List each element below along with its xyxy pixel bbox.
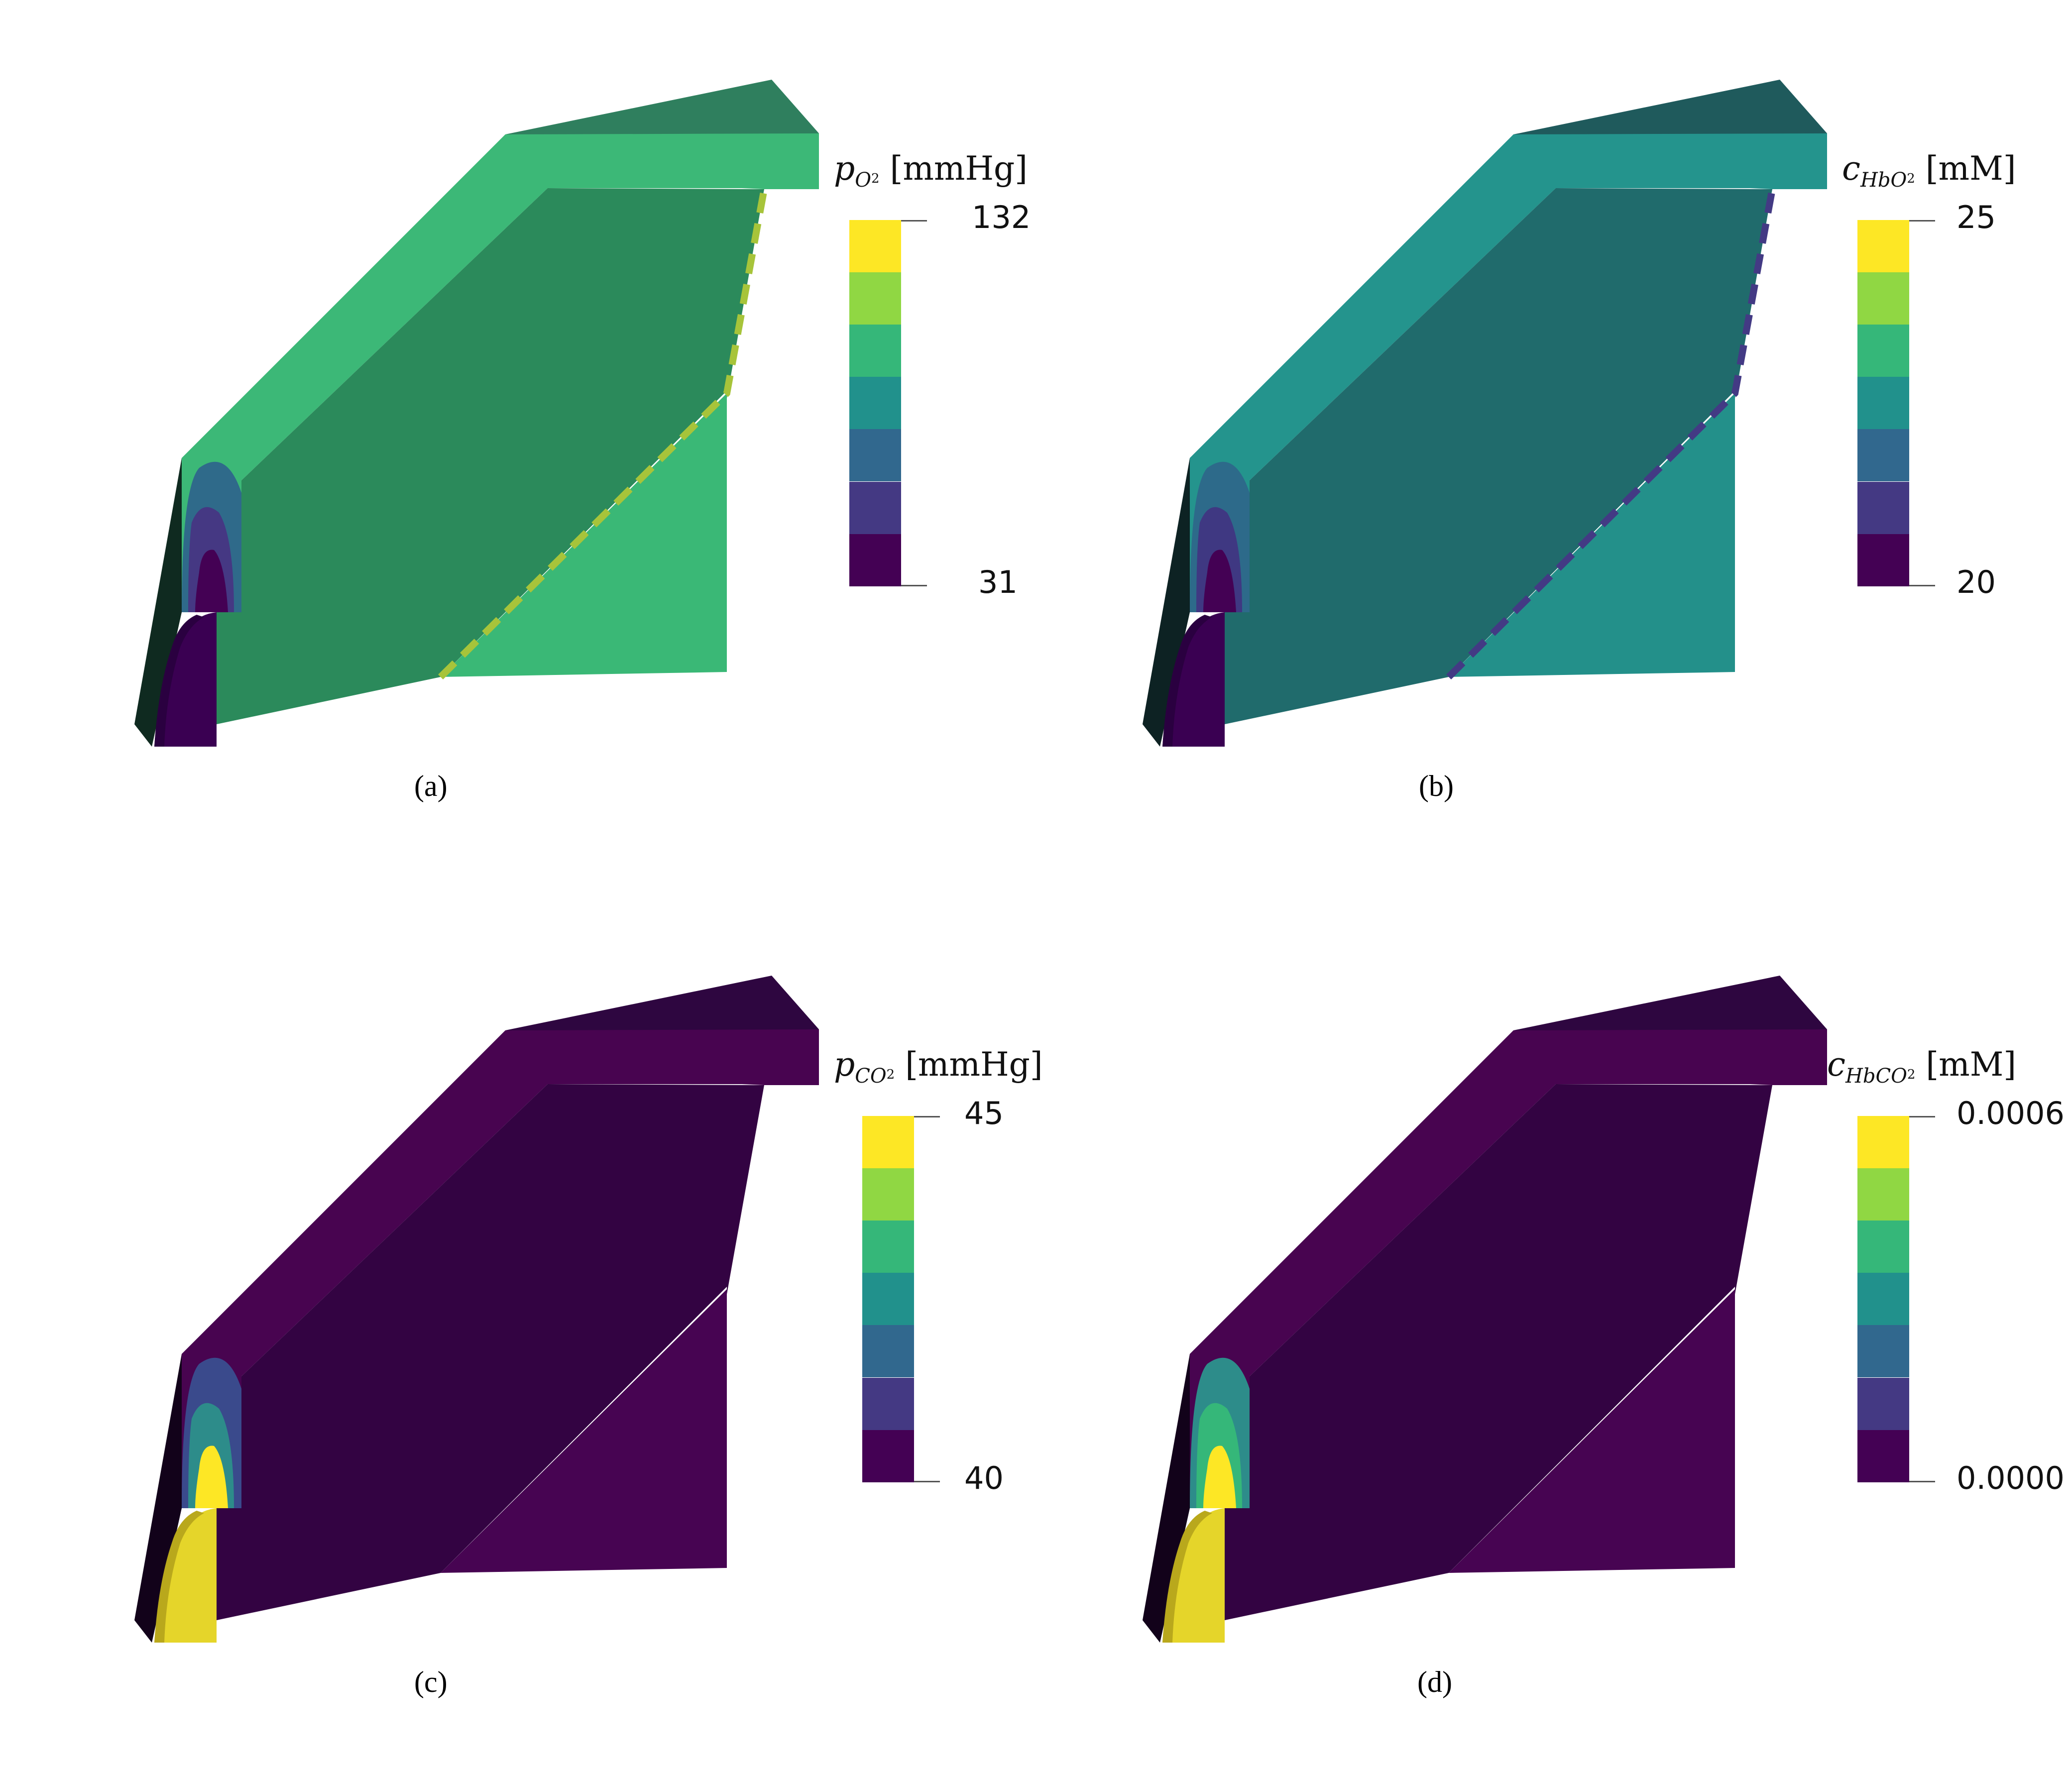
figure-panel-a: pO2 [mmHg] 132 31 (a) (0, 0, 1031, 846)
render-geometry-a (134, 80, 819, 747)
colorbar-band (1857, 1325, 1909, 1378)
tube-shade (154, 1511, 204, 1643)
caption-a: (a) (414, 770, 448, 802)
tube (1162, 612, 1225, 747)
colorbar-band (849, 325, 901, 377)
colorbar-title-a: pO2 [mmHg] (834, 149, 1028, 192)
colorbar-a (849, 220, 901, 586)
render-geometry-b (1143, 80, 1827, 747)
outer-rim (1190, 133, 1827, 612)
outer-rim (182, 1029, 819, 1508)
colorbar-max-label-a: 132 (972, 199, 1031, 235)
colorbar-band (1857, 1377, 1909, 1430)
colorbar-tick-max-a (901, 220, 927, 222)
colorbar-tick-max-d (1909, 1116, 1935, 1117)
colorbar-min-label-c: 40 (964, 1460, 1004, 1496)
colorbar-band (1857, 534, 1909, 586)
colorbar-band (849, 534, 901, 586)
lower-plate (1449, 1289, 1735, 1573)
caption-b: (b) (1419, 770, 1454, 802)
colorbar-band (849, 220, 901, 273)
hotspot-core (1203, 550, 1236, 612)
colorbar-min-label-b: 20 (1957, 564, 1996, 600)
colorbar-band (849, 481, 901, 534)
colorbar-band (1857, 377, 1909, 430)
tube (154, 612, 217, 747)
colorbar-band (862, 1116, 914, 1169)
colorbar-d (1857, 1116, 1909, 1482)
figure-panel-b: cHbO2 [mM] 25 20 (b) (1008, 0, 2016, 846)
colorbar-b (1857, 220, 1909, 586)
colorbar-c (862, 1116, 914, 1482)
inner-wall (1225, 188, 1772, 724)
left-edge (134, 458, 182, 747)
hotspot-core (195, 550, 228, 612)
colorbar-tick-max-c (914, 1116, 940, 1117)
colorbar-band (1857, 1430, 1909, 1482)
caption-c: (c) (414, 1665, 448, 1698)
render-geometry-d (1143, 976, 1827, 1643)
left-edge (1143, 1354, 1190, 1643)
colorbar-band (849, 429, 901, 482)
colorbar-title-b: cHbO2 [mM] (1842, 149, 2016, 192)
tube-shade (154, 615, 204, 747)
colorbar-tick-min-b (1909, 585, 1935, 586)
colorbar-band (1857, 1168, 1909, 1221)
tube-shade (1162, 615, 1212, 747)
outer-rim (1190, 1029, 1827, 1508)
lower-plate (441, 1289, 727, 1573)
colorbar-band (1857, 481, 1909, 534)
hotspot-core (1203, 1445, 1236, 1508)
colorbar-title-c: pCO2 [mmHg] (834, 1045, 1043, 1088)
inner-wall (217, 1084, 764, 1620)
colorbar-band (862, 1168, 914, 1221)
colorbar-band (1857, 272, 1909, 325)
colorbar-band (1857, 1273, 1909, 1326)
colorbar-band (849, 272, 901, 325)
colorbar-tick-min-d (1909, 1481, 1935, 1482)
colorbar-max-label-d: 0.0006 (1957, 1095, 2065, 1131)
figure-panel-d: cHbCO2 [mM] 0.0006 0.0000 (d) (1008, 896, 2065, 1742)
figure-panel-c: pCO2 [mmHg] 45 40 (c) (0, 896, 1043, 1742)
tube-shade (1162, 1511, 1212, 1643)
inner-wall (217, 188, 764, 724)
inner-wall (1225, 1084, 1772, 1620)
colorbar-band (862, 1377, 914, 1430)
diagonal-streak (438, 188, 768, 679)
colorbar-max-label-c: 45 (964, 1095, 1004, 1131)
colorbar-min-label-a: 31 (978, 564, 1018, 600)
colorbar-band (1857, 1221, 1909, 1273)
render-geometry-c (134, 976, 819, 1643)
colorbar-band (862, 1325, 914, 1378)
colorbar-band (1857, 429, 1909, 482)
colorbar-band (849, 377, 901, 430)
outer-rim (182, 133, 819, 612)
colorbar-max-label-b: 25 (1957, 199, 1996, 235)
hotspot-core (195, 1445, 228, 1508)
colorbar-band (862, 1430, 914, 1482)
left-edge (134, 1354, 182, 1643)
colorbar-title-d: cHbCO2 [mM] (1827, 1045, 2017, 1088)
left-edge (1143, 458, 1190, 747)
colorbar-tick-max-b (1909, 220, 1935, 222)
colorbar-min-label-d: 0.0000 (1957, 1460, 2065, 1496)
tube (154, 1508, 217, 1643)
colorbar-band (862, 1273, 914, 1326)
colorbar-tick-min-c (914, 1481, 940, 1482)
colorbar-band (1857, 220, 1909, 273)
colorbar-band (1857, 1116, 1909, 1169)
diagonal-streak (1446, 188, 1776, 679)
colorbar-band (862, 1221, 914, 1273)
colorbar-tick-min-a (901, 585, 927, 586)
caption-d: (d) (1417, 1665, 1452, 1698)
colorbar-band (1857, 325, 1909, 377)
tube (1162, 1508, 1225, 1643)
